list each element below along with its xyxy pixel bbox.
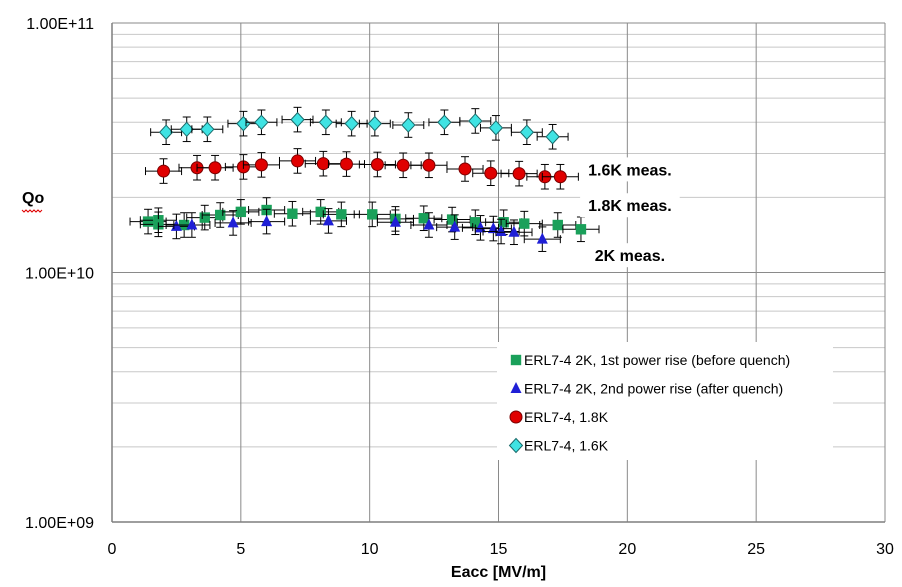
data-point bbox=[423, 218, 435, 230]
x-tick-label: 15 bbox=[490, 541, 508, 558]
data-point bbox=[254, 158, 268, 172]
y-tick-label: 1.00E+09 bbox=[25, 515, 94, 532]
series-layer bbox=[129, 106, 600, 252]
series-square bbox=[129, 197, 600, 243]
x-tick-label: 5 bbox=[236, 541, 245, 558]
data-point bbox=[215, 209, 226, 221]
data-point bbox=[370, 157, 384, 171]
data-point bbox=[418, 213, 429, 224]
spellcheck-underline bbox=[21, 209, 43, 213]
legend-label: ERL7-4 2K, 1st power rise (before quench… bbox=[524, 352, 790, 368]
y-tick-label: 1.00E+11 bbox=[26, 16, 94, 33]
data-point bbox=[291, 154, 305, 168]
data-point bbox=[254, 114, 269, 131]
data-point bbox=[575, 224, 587, 235]
x-tick-label: 20 bbox=[618, 541, 636, 558]
annotations: 1.6K meas. 1.8K meas. 2K meas. bbox=[580, 157, 680, 268]
annotation-label: 1.8K meas. bbox=[588, 198, 672, 215]
data-point bbox=[322, 214, 334, 226]
data-point bbox=[484, 166, 498, 180]
data-point bbox=[468, 113, 483, 129]
data-point bbox=[227, 216, 239, 228]
data-point bbox=[200, 121, 215, 138]
data-point bbox=[519, 218, 530, 229]
data-point bbox=[401, 117, 416, 133]
annotation-label: 2K meas. bbox=[595, 248, 665, 265]
data-point bbox=[199, 212, 210, 223]
data-point bbox=[158, 124, 174, 140]
data-point bbox=[536, 232, 548, 244]
y-axis-title: Qo bbox=[22, 190, 44, 207]
data-point bbox=[186, 218, 198, 230]
data-point bbox=[498, 217, 509, 228]
x-tick-label: 30 bbox=[876, 541, 894, 558]
axes: 0 5 10 15 20 25 30 1.00E+09 1.00E+10 1.00E+11 Eacc… bbox=[21, 16, 894, 581]
x-tick-label: 0 bbox=[108, 541, 117, 558]
data-point bbox=[318, 114, 334, 131]
annotation-label: 1.6K meas. bbox=[588, 162, 672, 179]
data-point bbox=[142, 216, 154, 227]
data-point bbox=[336, 209, 347, 220]
data-point bbox=[446, 214, 458, 225]
data-point bbox=[553, 170, 567, 184]
x-tick-label: 10 bbox=[361, 541, 379, 558]
data-point bbox=[235, 206, 247, 218]
data-point bbox=[236, 115, 251, 132]
legend-marker bbox=[509, 410, 523, 424]
data-point bbox=[495, 224, 507, 236]
data-point bbox=[316, 157, 330, 171]
annotation-box bbox=[586, 243, 674, 268]
legend-marker bbox=[508, 437, 524, 454]
legend-marker bbox=[510, 382, 522, 393]
data-point bbox=[367, 115, 383, 132]
y-tick-label: 1.00E+10 bbox=[25, 266, 94, 283]
data-point bbox=[290, 111, 305, 128]
data-point bbox=[315, 206, 326, 218]
legend-marker bbox=[510, 354, 522, 366]
data-point bbox=[437, 114, 452, 131]
x-axis-title: Eacc [MV/m] bbox=[451, 564, 546, 581]
data-point bbox=[261, 215, 273, 227]
data-point bbox=[508, 225, 520, 237]
annotation-box bbox=[580, 157, 680, 182]
legend-label: ERL7-4 2K, 2nd power rise (after quench) bbox=[524, 381, 783, 397]
data-point bbox=[422, 158, 436, 172]
data-point bbox=[287, 208, 298, 219]
legend-label: ERL7-4, 1.8K bbox=[524, 409, 609, 425]
data-point bbox=[208, 161, 222, 175]
data-point bbox=[470, 217, 481, 228]
data-point bbox=[519, 124, 535, 140]
annotation-box bbox=[580, 193, 680, 218]
data-point bbox=[179, 121, 194, 138]
series-circle bbox=[144, 148, 579, 190]
data-point bbox=[339, 157, 353, 171]
x-tick-label: 25 bbox=[747, 541, 765, 558]
data-point bbox=[552, 219, 563, 231]
data-point bbox=[512, 167, 526, 181]
data-point bbox=[157, 164, 171, 178]
data-point bbox=[367, 209, 378, 220]
series-diamond bbox=[150, 106, 569, 150]
data-point bbox=[449, 220, 461, 232]
data-point bbox=[488, 120, 504, 136]
legend: ERL7-4 2K, 1st power rise (before quench… bbox=[497, 342, 833, 460]
data-point bbox=[545, 129, 560, 145]
data-point bbox=[344, 115, 359, 132]
data-point bbox=[396, 158, 410, 172]
data-point bbox=[458, 162, 472, 176]
legend-box bbox=[497, 342, 833, 460]
series-triangle bbox=[157, 208, 561, 252]
legend-label: ERL7-4, 1.6K bbox=[524, 438, 609, 454]
data-point bbox=[389, 215, 401, 227]
